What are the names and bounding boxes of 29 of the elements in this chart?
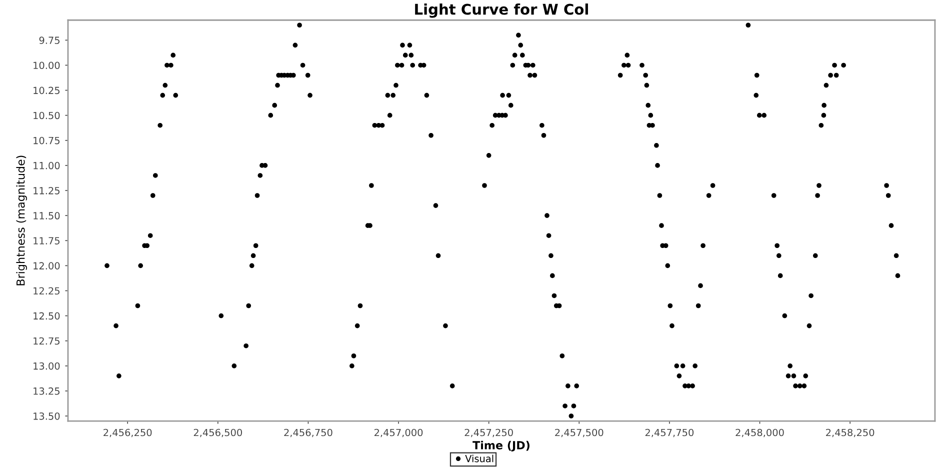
- y-tick-label: 9.75: [39, 36, 60, 44]
- x-tick-label: 2,456,750: [284, 428, 332, 438]
- x-tick-label: 2,458,000: [736, 428, 784, 438]
- y-tick-label: 13.50: [34, 412, 60, 420]
- y-tick-label: 12.75: [34, 337, 60, 345]
- x-tick-label: 2,458,250: [826, 428, 874, 438]
- x-tick-label: 2,456,500: [194, 428, 242, 438]
- y-tick-label: 10.00: [34, 62, 60, 70]
- legend-label: Visual: [465, 454, 494, 462]
- x-tick-label: 2,457,250: [464, 428, 513, 438]
- x-tick-label: 2,457,500: [555, 428, 604, 438]
- x-tick-label: 2,457,750: [645, 428, 694, 438]
- y-tick-label: 13.00: [34, 362, 60, 370]
- y-tick-label: 13.25: [34, 387, 60, 395]
- y-tick-label: 11.25: [34, 186, 60, 194]
- y-tick-label: 12.00: [34, 262, 60, 270]
- y-tick-label: 11.75: [34, 237, 60, 244]
- y-tick-label: 10.50: [34, 112, 60, 120]
- x-tick-label: 2,456,250: [104, 428, 152, 438]
- y-tick-label: 12.25: [34, 287, 60, 295]
- y-tick-label: 10.25: [34, 86, 60, 94]
- y-tick-label: 11.50: [34, 212, 60, 220]
- chart-title: Light Curve for W Col: [415, 3, 588, 18]
- x-axis-title: Time (JD): [472, 440, 530, 452]
- y-tick-label: 10.75: [34, 136, 60, 144]
- y-tick-label: 12.50: [34, 312, 60, 320]
- y-tick-label: 11.00: [34, 162, 60, 170]
- y-axis-title: Brightness (magnitude): [16, 156, 27, 286]
- x-tick-label: 2,457,000: [374, 428, 423, 438]
